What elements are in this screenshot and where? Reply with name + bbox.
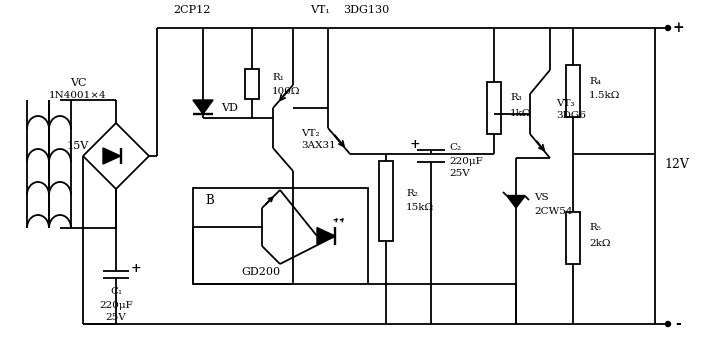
Bar: [379, 161, 393, 241]
Text: 3AX31: 3AX31: [301, 142, 336, 151]
Text: R₄: R₄: [589, 76, 601, 85]
Text: 1N4001×4: 1N4001×4: [49, 91, 107, 100]
Text: 2CP12: 2CP12: [173, 5, 210, 15]
Bar: [193, 188, 368, 284]
Text: -: -: [675, 317, 681, 331]
Text: 1.5kΩ: 1.5kΩ: [589, 91, 620, 100]
Text: VT₃: VT₃: [556, 100, 574, 109]
Bar: [245, 69, 259, 99]
Text: 15V: 15V: [67, 141, 89, 151]
Text: 2CW54: 2CW54: [534, 207, 572, 216]
Text: VT₁: VT₁: [310, 5, 330, 15]
Text: 12V: 12V: [665, 157, 689, 171]
Text: 15kΩ: 15kΩ: [406, 202, 434, 211]
Polygon shape: [103, 148, 120, 164]
Text: 3DG6: 3DG6: [556, 111, 586, 120]
Polygon shape: [317, 228, 335, 245]
Text: +: +: [131, 262, 142, 274]
Bar: [487, 82, 501, 134]
Text: R₁: R₁: [272, 73, 284, 82]
Polygon shape: [507, 196, 525, 208]
Text: 1kΩ: 1kΩ: [510, 109, 532, 118]
Text: R₃: R₃: [510, 93, 522, 102]
Circle shape: [665, 26, 670, 30]
Text: 25V: 25V: [449, 170, 470, 179]
Text: 100Ω: 100Ω: [272, 86, 301, 95]
Text: 220μF: 220μF: [449, 156, 483, 165]
Text: 220μF: 220μF: [99, 300, 133, 310]
Text: C₂: C₂: [449, 144, 461, 153]
Text: C₁: C₁: [110, 288, 122, 297]
Text: VT₂: VT₂: [301, 129, 320, 138]
Text: +: +: [410, 138, 420, 152]
Text: R₂: R₂: [406, 189, 418, 198]
Text: B: B: [205, 193, 214, 207]
Text: R₅: R₅: [589, 224, 601, 233]
Text: +: +: [672, 21, 684, 35]
Text: 2kΩ: 2kΩ: [589, 238, 610, 247]
Text: VS: VS: [534, 193, 548, 202]
Bar: [566, 212, 580, 264]
Bar: [566, 65, 580, 117]
Text: GD200: GD200: [241, 267, 280, 277]
Polygon shape: [193, 100, 213, 114]
Text: 25V: 25V: [106, 313, 127, 322]
Text: VC: VC: [70, 78, 87, 88]
Text: 3DG130: 3DG130: [343, 5, 389, 15]
Circle shape: [665, 321, 670, 327]
Text: VD: VD: [221, 103, 238, 113]
